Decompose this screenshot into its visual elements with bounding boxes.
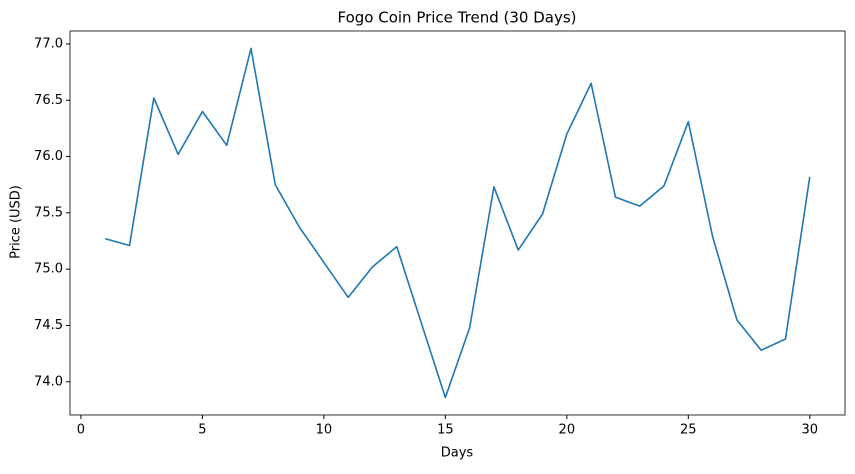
y-tick-label: 74.0 [34, 374, 63, 389]
y-axis-label: Price (USD) [9, 185, 24, 259]
line-series [105, 47, 811, 399]
x-tick-label: 20 [559, 423, 576, 438]
y-tick-label: 75.0 [34, 262, 63, 277]
y-tick-label: 76.5 [34, 93, 63, 108]
x-tick-label: 25 [680, 423, 697, 438]
x-tick-label: 5 [198, 423, 206, 438]
x-tick-label: 15 [437, 423, 454, 438]
y-tick-label: 74.5 [34, 318, 63, 333]
y-tick-label: 75.5 [34, 205, 63, 220]
x-tick-label: 10 [316, 423, 333, 438]
x-axis-label: Days [441, 446, 474, 461]
x-tick-label: 30 [801, 423, 818, 438]
plot-frame [69, 30, 846, 416]
y-tick-label: 76.0 [34, 149, 63, 164]
y-tick-label: 77.0 [34, 36, 63, 51]
chart-title: Fogo Coin Price Trend (30 Days) [337, 9, 576, 27]
x-tick-label: 0 [77, 423, 85, 438]
